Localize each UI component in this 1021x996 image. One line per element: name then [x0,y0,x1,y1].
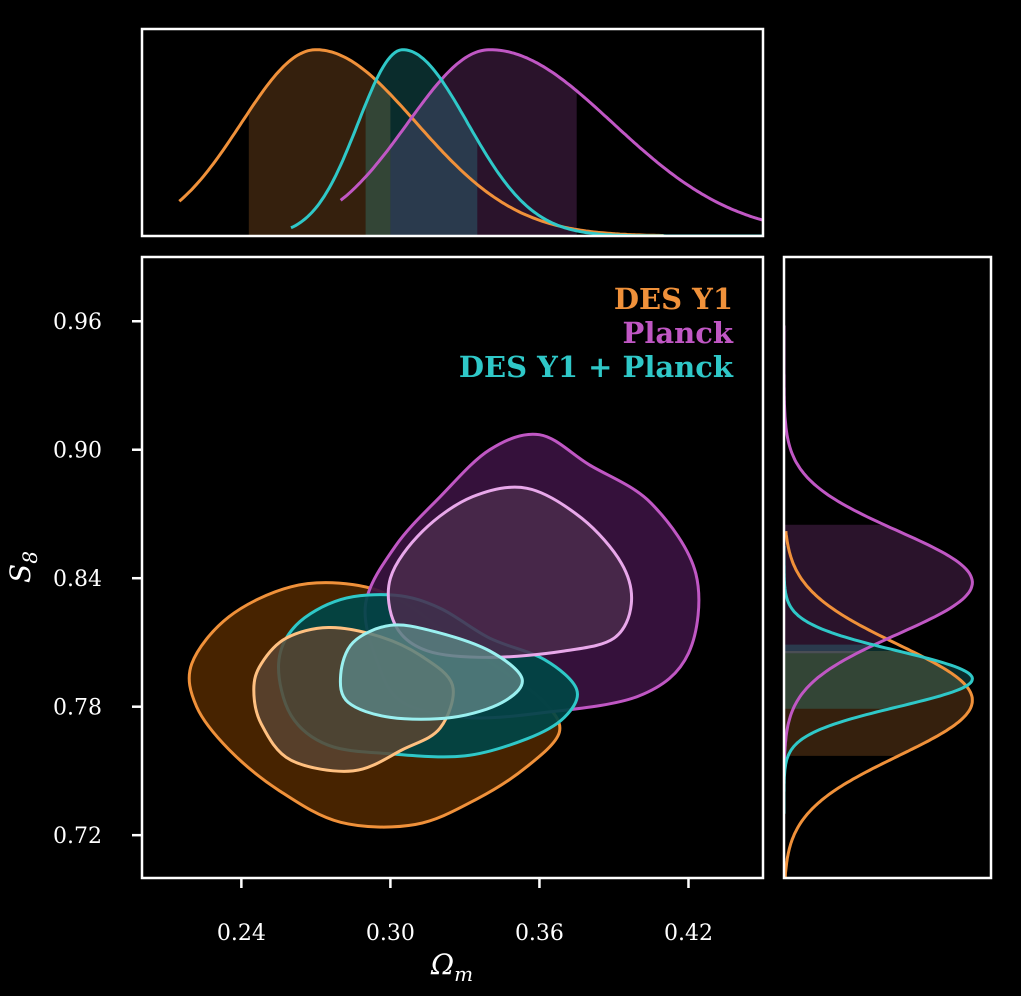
main-panel-frame [140,255,765,880]
des-y1-s8-band [784,651,973,756]
y-tick-label: 0.78 [53,696,102,721]
des-y1-omega-curve [178,48,664,236]
des-y1-s8-curve [784,531,974,878]
contour-area [187,432,701,829]
legend-entry-des-y1: DES Y1 [614,282,733,316]
top-panel-frame [140,27,765,238]
legend-entry-planck: Planck [623,316,734,350]
planck-omega-band [390,49,577,236]
x-axis: 0.24 0.30 0.36 0.42 [217,878,713,946]
y-tick-label: 0.96 [53,310,102,335]
right-panel-frame [782,255,993,880]
des-y1-planck-contour-68 [338,623,524,721]
y-axis: 0.72 0.78 0.84 0.90 0.96 [53,310,142,849]
s8-marginal-curves [784,325,974,878]
main-panel: 0.24 0.30 0.36 0.42 0.72 0.78 0.84 0.90 0.96 DE… [53,255,765,946]
x-axis-title: Ωm [430,948,473,986]
x-axis-title-base: Ω [430,948,454,981]
x-tick-label: 0.36 [515,921,564,946]
x-tick-label: 0.24 [217,921,266,946]
x-axis-title-subscript: m [454,962,473,986]
des-y1-planck-s8-band [784,644,973,709]
y-axis-title-base: S [4,564,37,583]
y-tick-label: 0.72 [53,824,102,849]
y-axis-title-subscript: 8 [18,551,42,564]
top-marginal-panel [140,27,765,238]
right-marginal-panel [782,255,993,880]
omega-m-marginal-curves [178,48,763,236]
y-tick-label: 0.84 [53,567,102,592]
x-tick-label: 0.42 [664,921,713,946]
planck-omega-curve [339,48,763,222]
des-y1-planck-omega-curve [290,48,763,236]
y-tick-label: 0.90 [53,439,102,464]
legend-entry-des-y1-planck: DES Y1 + Planck [459,350,734,384]
y-axis-title: S8 [4,551,42,583]
x-tick-label: 0.30 [366,921,415,946]
